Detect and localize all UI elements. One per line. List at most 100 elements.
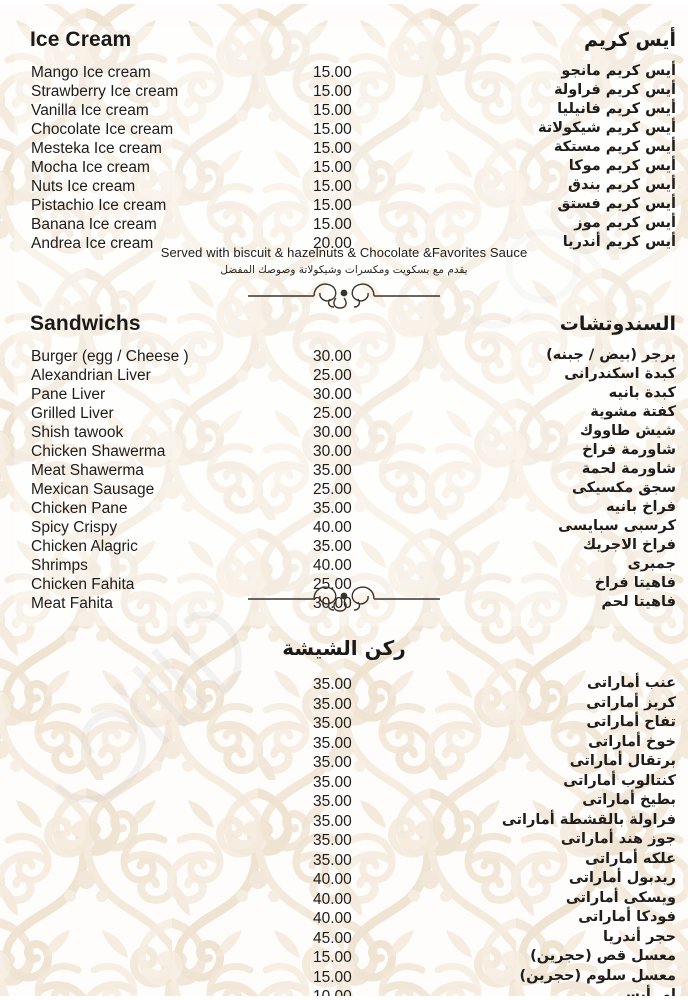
item-name-en: Pistachio Ice cream bbox=[31, 197, 167, 214]
item-name-en: Spicy Crispy bbox=[31, 519, 118, 536]
item-name-ar: كريز أماراتى bbox=[586, 694, 676, 711]
item-name-ar: فراخ الاجريك bbox=[582, 537, 676, 553]
item-price: 35.00 bbox=[313, 851, 352, 869]
menu-item-row[interactable]: 35.00 تفاح أماراتى bbox=[0, 714, 688, 735]
item-list-shisha-corner: 35.00 عنب أماراتى 35.00 كريز أماراتى 35.… bbox=[0, 675, 688, 1000]
item-price: 35.00 bbox=[313, 734, 352, 752]
menu-item-row[interactable]: Pane Liver 30.00 كبدة بانيه bbox=[0, 385, 688, 405]
menu-item-row[interactable]: 35.00 فراولة بالقشطة أماراتى bbox=[0, 812, 688, 833]
menu-item-row[interactable]: Vanilla Ice cream 15.00 أيس كريم فانيليا bbox=[0, 101, 688, 121]
item-price: 25.00 bbox=[313, 481, 352, 498]
menu-item-row[interactable]: Burger (egg / Cheese ) 30.00 برجر (بيض /… bbox=[0, 347, 688, 367]
item-name-ar: سجق مكسيكى bbox=[571, 480, 676, 496]
item-name-ar: أيس كريم فانيليا bbox=[557, 101, 676, 117]
menu-item-row[interactable]: Pistachio Ice cream 15.00 أيس كريم فستق bbox=[0, 196, 688, 216]
menu-item-row[interactable]: Chicken Fahita 25.00 فاهيتا فراخ bbox=[0, 575, 688, 595]
item-name-ar: أيس كريم مانجو bbox=[561, 63, 676, 79]
section-header-ice-cream: Ice Cream أيس كريم bbox=[0, 28, 688, 58]
menu-item-row[interactable]: 40.00 ريدبول أماراتى bbox=[0, 870, 688, 891]
item-price: 35.00 bbox=[313, 812, 352, 830]
page-edge-bottom bbox=[0, 996, 688, 1000]
menu-item-row[interactable]: 35.00 كنتالوب أماراتى bbox=[0, 772, 688, 794]
menu-item-row[interactable]: 15.00 معسل سلوم (حجرين) bbox=[0, 967, 688, 989]
item-name-ar: كبدة اسكندرانى bbox=[564, 366, 676, 382]
menu-item-row[interactable]: Meat Fahita 30.00 فاهيتا لحم bbox=[0, 594, 688, 614]
item-name-ar: معسل سلوم (حجرين) bbox=[519, 967, 676, 984]
menu-item-row[interactable]: 45.00 حجر أندريا bbox=[0, 929, 688, 950]
menu-item-row[interactable]: Chicken Shawerma 30.00 شاورمة فراخ bbox=[0, 442, 688, 462]
section-title-ar: ركن الشيشة bbox=[282, 636, 406, 660]
item-name-en: Chicken Alagric bbox=[31, 538, 138, 555]
item-name-ar: كفتة مشوية bbox=[590, 404, 676, 420]
menu-item-row[interactable]: Chocolate Ice cream 15.00 أيس كريم شيكول… bbox=[0, 120, 688, 140]
menu-item-row[interactable]: 15.00 معسل قص (حجرين) bbox=[0, 948, 688, 969]
menu-item-row[interactable]: Chicken Alagric 35.00 فراخ الاجريك bbox=[0, 537, 688, 557]
divider-flourish-2 bbox=[0, 585, 688, 615]
item-price: 30.00 bbox=[313, 443, 352, 460]
section-ice-cream: Ice Cream أيس كريم Mango Ice cream 15.00… bbox=[0, 28, 688, 254]
menu-item-row[interactable]: Andrea Ice cream 20.00 أيس كريم أندريا bbox=[0, 234, 688, 254]
item-price: 40.00 bbox=[313, 519, 352, 536]
item-name-ar: عنب أماراتى bbox=[586, 675, 676, 691]
menu-item-row[interactable]: Alexandrian Liver 25.00 كبدة اسكندرانى bbox=[0, 366, 688, 386]
item-price: 15.00 bbox=[313, 178, 352, 195]
item-name-ar: جوز هند أماراتى bbox=[560, 831, 676, 847]
item-price: 35.00 bbox=[313, 676, 352, 693]
menu-item-row[interactable]: 35.00 جوز هند أماراتى bbox=[0, 831, 688, 852]
item-name-en: Burger (egg / Cheese ) bbox=[31, 348, 189, 365]
item-price: 40.00 bbox=[313, 557, 352, 574]
item-price: 40.00 bbox=[313, 890, 352, 908]
menu-item-row[interactable]: Grilled Liver 25.00 كفتة مشوية bbox=[0, 404, 688, 424]
item-name-ar: بطيخ أماراتى bbox=[582, 792, 676, 808]
item-price: 45.00 bbox=[313, 929, 352, 947]
item-price: 15.00 bbox=[313, 159, 352, 176]
section-sandwichs: Sandwichs السندوتشات Burger (egg / Chees… bbox=[0, 312, 688, 614]
item-price: 15.00 bbox=[313, 216, 352, 233]
item-price: 15.00 bbox=[313, 83, 352, 100]
menu-item-row[interactable]: 35.00 برتقال أماراتى bbox=[0, 753, 688, 774]
item-name-en: Chocolate Ice cream bbox=[31, 121, 174, 138]
menu-item-row[interactable]: Nuts Ice cream 15.00 أيس كريم بندق bbox=[0, 177, 688, 197]
item-price: 35.00 bbox=[313, 754, 352, 771]
note-text-en: Served with biscuit & hazelnuts & Chocol… bbox=[160, 245, 528, 260]
menu-item-row[interactable]: 35.00 علكه أماراتى bbox=[0, 850, 688, 872]
item-price: 15.00 bbox=[313, 140, 352, 157]
menu-item-row[interactable]: Shish tawook 30.00 شيش طاووك bbox=[0, 423, 688, 443]
menu-item-row[interactable]: Mango Ice cream 15.00 أيس كريم مانجو bbox=[0, 63, 688, 83]
item-name-ar: كبدة بانيه bbox=[608, 385, 676, 401]
menu-item-row[interactable]: Strawberry Ice cream 15.00 أيس كريم فراو… bbox=[0, 82, 688, 102]
item-name-en: Meat Shawerma bbox=[31, 462, 144, 479]
item-name-en: Shrimps bbox=[31, 557, 88, 574]
item-name-ar: أيس كريم شيكولاتة bbox=[537, 120, 676, 136]
menu-item-row[interactable]: Chicken Pane 35.00 فراخ بانيه bbox=[0, 499, 688, 519]
item-name-en: Nuts Ice cream bbox=[31, 178, 136, 195]
item-price: 30.00 bbox=[313, 595, 352, 612]
menu-item-row[interactable]: 40.00 ويسكى أماراتى bbox=[0, 890, 688, 911]
menu-item-row[interactable]: Shrimps 40.00 جمبرى bbox=[0, 556, 688, 576]
item-name-ar: أيس كريم فستق bbox=[557, 196, 676, 212]
menu-item-row[interactable]: Mocha Ice cream 15.00 أيس كريم موكا bbox=[0, 158, 688, 178]
item-price: 30.00 bbox=[313, 386, 352, 403]
menu-item-row[interactable]: Mexican Sausage 25.00 سجق مكسيكى bbox=[0, 480, 688, 500]
item-name-ar: علكه أماراتى bbox=[585, 850, 676, 867]
menu-item-row[interactable]: Mesteka Ice cream 15.00 أيس كريم مستكة bbox=[0, 139, 688, 159]
item-name-ar: كنتالوب أماراتى bbox=[563, 772, 676, 789]
menu-item-row[interactable]: Banana Ice cream 15.00 أيس كريم موز bbox=[0, 215, 688, 235]
item-name-ar: خوخ أماراتى bbox=[588, 733, 676, 750]
item-name-en: Chicken Pane bbox=[31, 500, 128, 517]
menu-item-row[interactable]: 35.00 عنب أماراتى bbox=[0, 675, 688, 696]
menu-item-row[interactable]: Spicy Crispy 40.00 كرسبى سبايسى bbox=[0, 518, 688, 538]
item-price: 40.00 bbox=[313, 871, 352, 888]
menu-item-row[interactable]: 40.00 فودكا أماراتى bbox=[0, 909, 688, 930]
menu-item-row[interactable]: 35.00 خوخ أماراتى bbox=[0, 733, 688, 755]
item-name-en: Chicken Shawerma bbox=[31, 443, 166, 460]
menu-item-row[interactable]: Meat Shawerma 35.00 شاورمة لحمة bbox=[0, 461, 688, 481]
menu-item-row[interactable]: 35.00 كريز أماراتى bbox=[0, 694, 688, 716]
item-name-ar: كرسبى سبايسى bbox=[558, 518, 676, 534]
item-price: 15.00 bbox=[313, 197, 352, 214]
menu-item-row[interactable]: 35.00 بطيخ أماراتى bbox=[0, 792, 688, 813]
item-price: 35.00 bbox=[313, 538, 352, 555]
